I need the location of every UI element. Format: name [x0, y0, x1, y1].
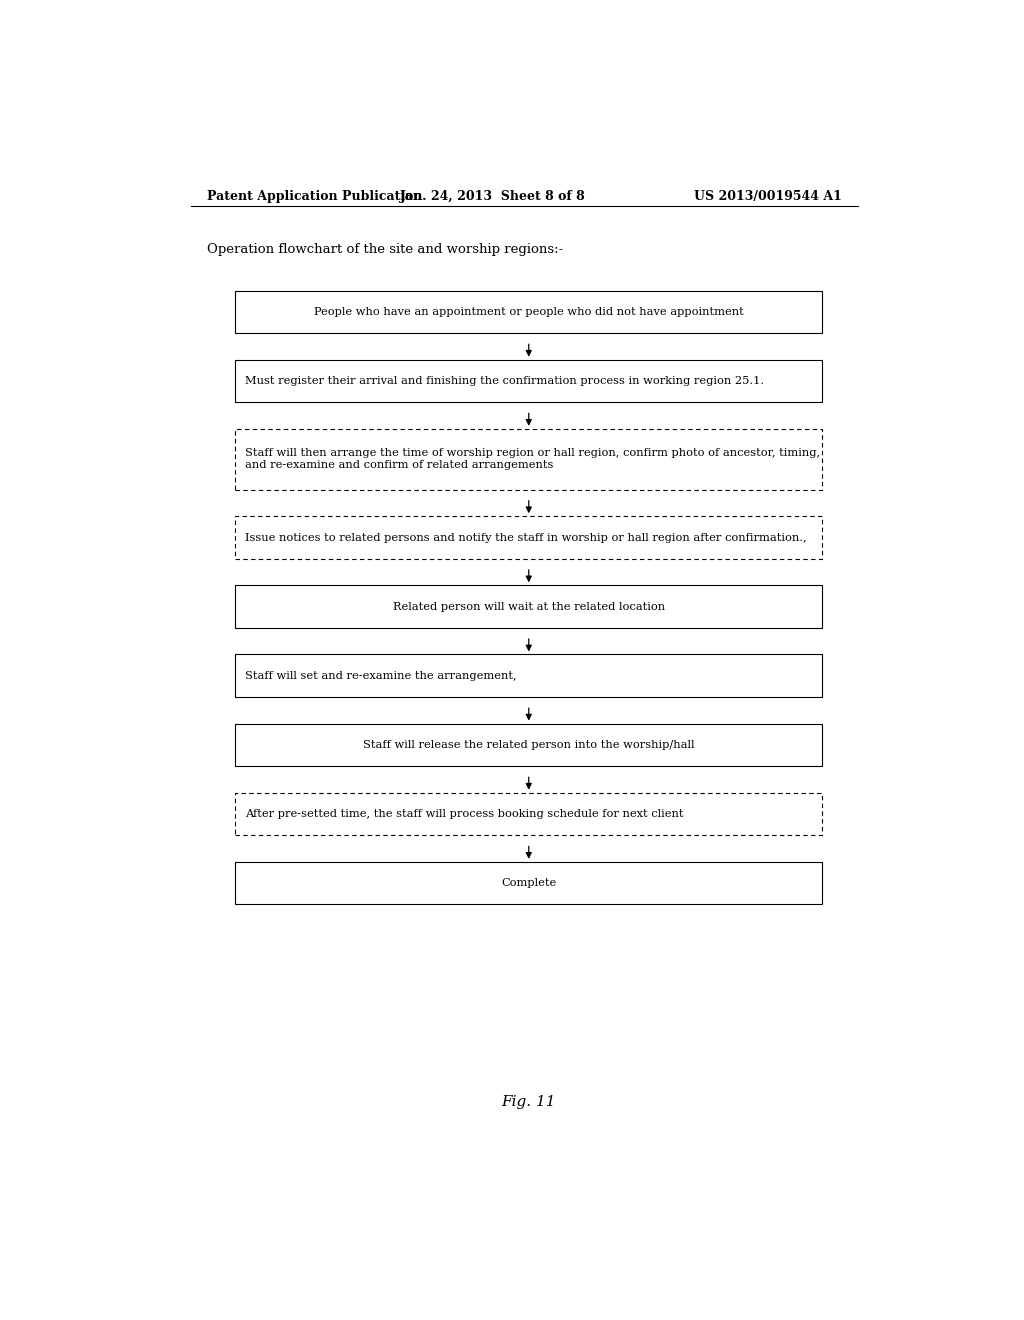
Bar	[236, 655, 822, 697]
Bar	[236, 792, 822, 836]
Text: Issue notices to related persons and notify the staff in worship or hall region : Issue notices to related persons and not…	[245, 532, 806, 543]
Text: Jan. 24, 2013  Sheet 8 of 8: Jan. 24, 2013 Sheet 8 of 8	[400, 190, 586, 202]
Text: After pre-setted time, the staff will process booking schedule for next client: After pre-setted time, the staff will pr…	[245, 809, 683, 818]
Text: US 2013/0019544 A1: US 2013/0019544 A1	[694, 190, 842, 202]
Text: People who have an appointment or people who did not have appointment: People who have an appointment or people…	[314, 306, 743, 317]
Text: Complete: Complete	[501, 878, 556, 888]
Text: Must register their arrival and finishing the confirmation process in working re: Must register their arrival and finishin…	[245, 376, 764, 385]
Text: Staff will release the related person into the worship/hall: Staff will release the related person in…	[364, 741, 694, 750]
Bar	[236, 429, 822, 490]
Text: Related person will wait at the related location: Related person will wait at the related …	[393, 602, 665, 611]
Bar	[236, 290, 822, 333]
Bar	[236, 359, 822, 403]
Text: Staff will then arrange the time of worship region or hall region, confirm photo: Staff will then arrange the time of wors…	[245, 449, 820, 470]
Bar	[236, 516, 822, 558]
Text: Fig. 11: Fig. 11	[502, 1094, 556, 1109]
Bar	[236, 862, 822, 904]
Text: Patent Application Publication: Patent Application Publication	[207, 190, 423, 202]
Text: Staff will set and re-examine the arrangement,: Staff will set and re-examine the arrang…	[245, 671, 516, 681]
Text: Operation flowchart of the site and worship regions:-: Operation flowchart of the site and wors…	[207, 243, 563, 256]
Bar	[236, 585, 822, 628]
Bar	[236, 723, 822, 766]
